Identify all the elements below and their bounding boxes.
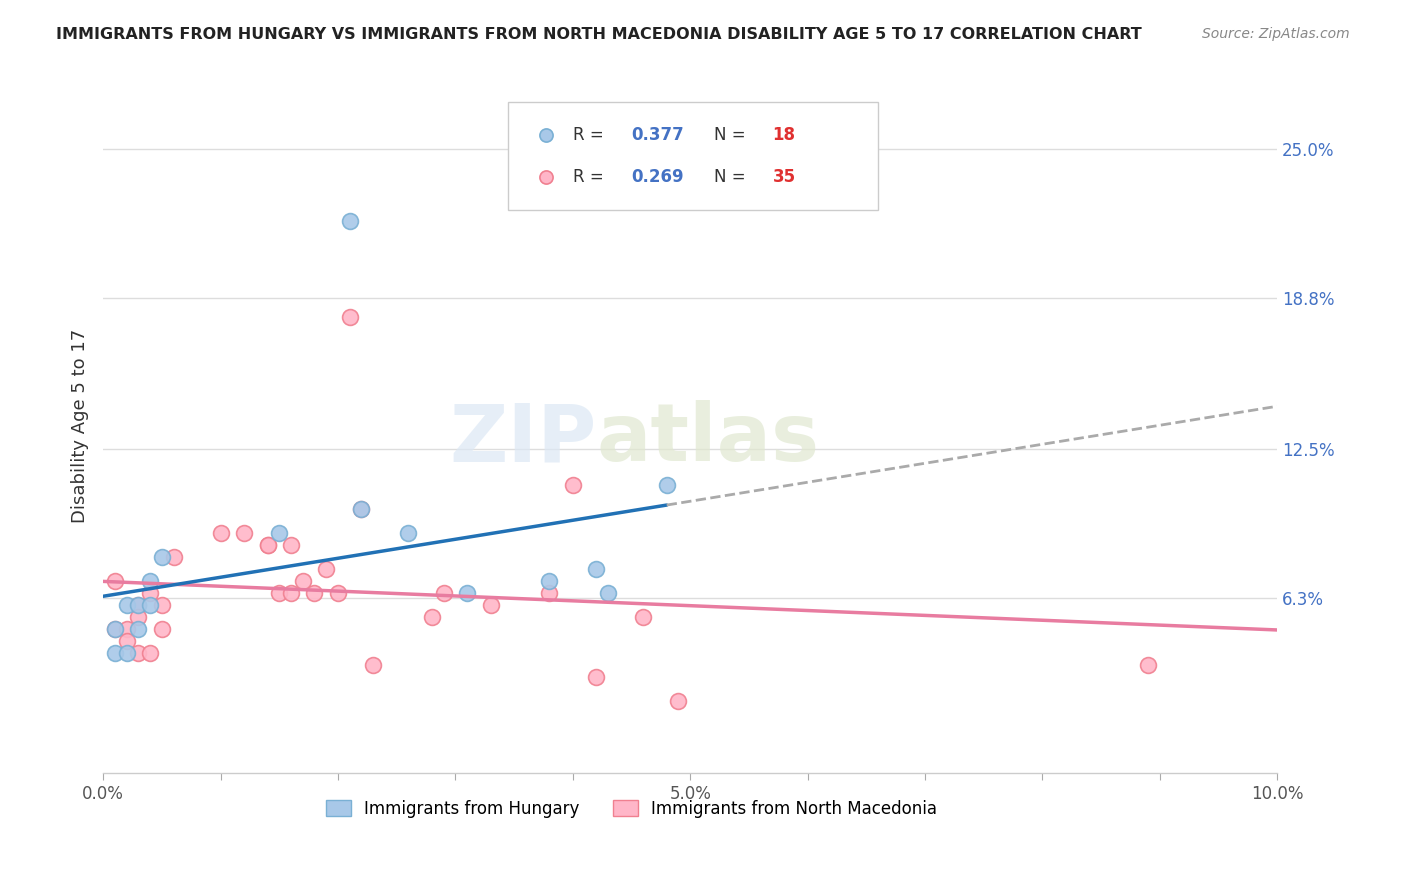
- Point: [396, 526, 419, 541]
- Point: [456, 586, 478, 600]
- Point: [280, 538, 302, 552]
- Point: [315, 562, 337, 576]
- Point: [585, 562, 607, 576]
- Point: [326, 586, 349, 600]
- Point: [150, 623, 173, 637]
- Point: [538, 574, 561, 589]
- Text: N =: N =: [714, 126, 751, 145]
- Point: [115, 623, 138, 637]
- Point: [127, 610, 149, 624]
- Point: [631, 610, 654, 624]
- Text: 0.269: 0.269: [631, 168, 685, 186]
- Point: [280, 586, 302, 600]
- Point: [162, 550, 184, 565]
- Point: [339, 310, 361, 325]
- Point: [115, 599, 138, 613]
- Point: [538, 586, 561, 600]
- Point: [139, 647, 162, 661]
- Legend: Immigrants from Hungary, Immigrants from North Macedonia: Immigrants from Hungary, Immigrants from…: [319, 793, 943, 824]
- Point: [420, 610, 443, 624]
- Point: [269, 526, 291, 541]
- Text: Source: ZipAtlas.com: Source: ZipAtlas.com: [1202, 27, 1350, 41]
- Text: 35: 35: [772, 168, 796, 186]
- Point: [585, 670, 607, 684]
- Point: [104, 623, 127, 637]
- Text: 0.377: 0.377: [631, 126, 685, 145]
- Text: R =: R =: [572, 168, 609, 186]
- Text: 18: 18: [772, 126, 796, 145]
- Point: [139, 599, 162, 613]
- FancyBboxPatch shape: [508, 102, 879, 210]
- Point: [269, 586, 291, 600]
- Point: [150, 550, 173, 565]
- Point: [104, 574, 127, 589]
- Point: [139, 586, 162, 600]
- Point: [361, 658, 384, 673]
- Point: [304, 586, 326, 600]
- Point: [115, 634, 138, 648]
- Point: [139, 574, 162, 589]
- Point: [668, 694, 690, 708]
- Point: [256, 538, 278, 552]
- Point: [127, 599, 149, 613]
- Point: [433, 586, 456, 600]
- Point: [127, 647, 149, 661]
- Point: [339, 214, 361, 228]
- Text: IMMIGRANTS FROM HUNGARY VS IMMIGRANTS FROM NORTH MACEDONIA DISABILITY AGE 5 TO 1: IMMIGRANTS FROM HUNGARY VS IMMIGRANTS FR…: [56, 27, 1142, 42]
- Text: R =: R =: [572, 126, 609, 145]
- Point: [127, 623, 149, 637]
- Point: [127, 599, 149, 613]
- Point: [233, 526, 256, 541]
- Text: atlas: atlas: [596, 401, 820, 478]
- Text: ZIP: ZIP: [449, 401, 596, 478]
- Point: [479, 599, 502, 613]
- Point: [655, 478, 678, 492]
- Text: N =: N =: [714, 168, 751, 186]
- Point: [596, 586, 619, 600]
- Y-axis label: Disability Age 5 to 17: Disability Age 5 to 17: [72, 328, 89, 523]
- Point: [209, 526, 232, 541]
- Point: [104, 647, 127, 661]
- Point: [350, 502, 373, 516]
- Point: [291, 574, 314, 589]
- Point: [1137, 658, 1160, 673]
- Point: [115, 647, 138, 661]
- Point: [561, 478, 583, 492]
- Point: [350, 502, 373, 516]
- Point: [150, 599, 173, 613]
- Point: [256, 538, 278, 552]
- Point: [104, 623, 127, 637]
